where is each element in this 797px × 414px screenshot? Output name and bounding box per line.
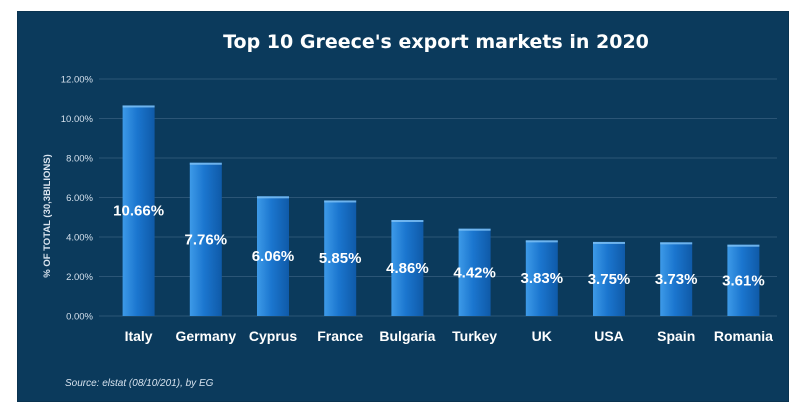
data-label: 7.76% [185, 231, 228, 248]
data-label: 3.83% [521, 270, 564, 287]
x-tick-label: UK [532, 328, 552, 344]
data-label: 6.06% [252, 248, 295, 265]
bar [727, 244, 760, 316]
bar [324, 200, 357, 316]
data-label: 10.66% [113, 203, 164, 220]
x-tick-label: Spain [657, 328, 695, 344]
data-label: 4.86% [386, 260, 429, 277]
bar-top-highlight [593, 241, 625, 244]
bar-top-highlight [324, 200, 357, 203]
x-tick-label: Cyprus [249, 328, 297, 344]
bar-top-highlight [391, 220, 424, 223]
data-label: 3.73% [655, 271, 698, 288]
x-tick-label: Bulgaria [379, 328, 435, 344]
data-label: 3.61% [722, 272, 765, 289]
y-axis-label: % OF TOTAL (30,3BILIONS) [42, 154, 53, 278]
chart-panel: Top 10 Greece's export markets in 2020 0… [17, 11, 789, 402]
y-tick-label: 8.00% [66, 154, 93, 165]
data-labels: 10.66% 7.76% 6.06% 5.85% 4.86% 4.42% 3.83% 3.75… [113, 203, 765, 290]
x-axis-categories: Italy Germany Cyprus France Bulgaria Turkey UK… [125, 328, 774, 344]
bar [257, 196, 289, 316]
x-tick-label: Romania [714, 328, 773, 344]
chart-title: Top 10 Greece's export markets in 2020 [223, 31, 649, 53]
y-axis-ticks: 0.00% 2.00% 4.00% 6.00% 8.00% 10.00% 12.00% [61, 75, 94, 323]
bar-top-highlight [458, 228, 491, 231]
bar-top-highlight [525, 240, 558, 243]
x-tick-label: Turkey [452, 328, 497, 344]
x-tick-label: USA [594, 328, 624, 344]
bar [391, 220, 424, 316]
bar [525, 240, 558, 316]
y-tick-label: 0.00% [66, 312, 93, 323]
bar-top-highlight [122, 105, 155, 108]
data-label: 5.85% [319, 250, 362, 267]
x-tick-label: Italy [125, 328, 153, 344]
y-tick-label: 10.00% [61, 114, 94, 125]
bar-top-highlight [189, 162, 222, 165]
bars [122, 105, 760, 316]
y-tick-label: 12.00% [61, 75, 94, 86]
y-tick-label: 2.00% [66, 272, 93, 283]
bar-top-highlight [257, 196, 289, 199]
bar [660, 242, 693, 316]
bar [189, 162, 222, 316]
data-label: 3.75% [588, 271, 631, 288]
bar [458, 228, 491, 316]
bar-top-highlight [660, 242, 693, 245]
bar [593, 241, 625, 316]
bar-chart: Top 10 Greece's export markets in 2020 0… [42, 31, 777, 389]
x-tick-label: Germany [175, 328, 236, 344]
bar-top-highlight [727, 244, 760, 247]
y-tick-label: 6.00% [66, 193, 93, 204]
bar [122, 105, 155, 316]
data-label: 4.42% [453, 264, 496, 281]
source-note: Source: elstat (08/10/201), by EG [65, 378, 214, 389]
y-tick-label: 4.00% [66, 233, 93, 244]
x-tick-label: France [317, 328, 363, 344]
